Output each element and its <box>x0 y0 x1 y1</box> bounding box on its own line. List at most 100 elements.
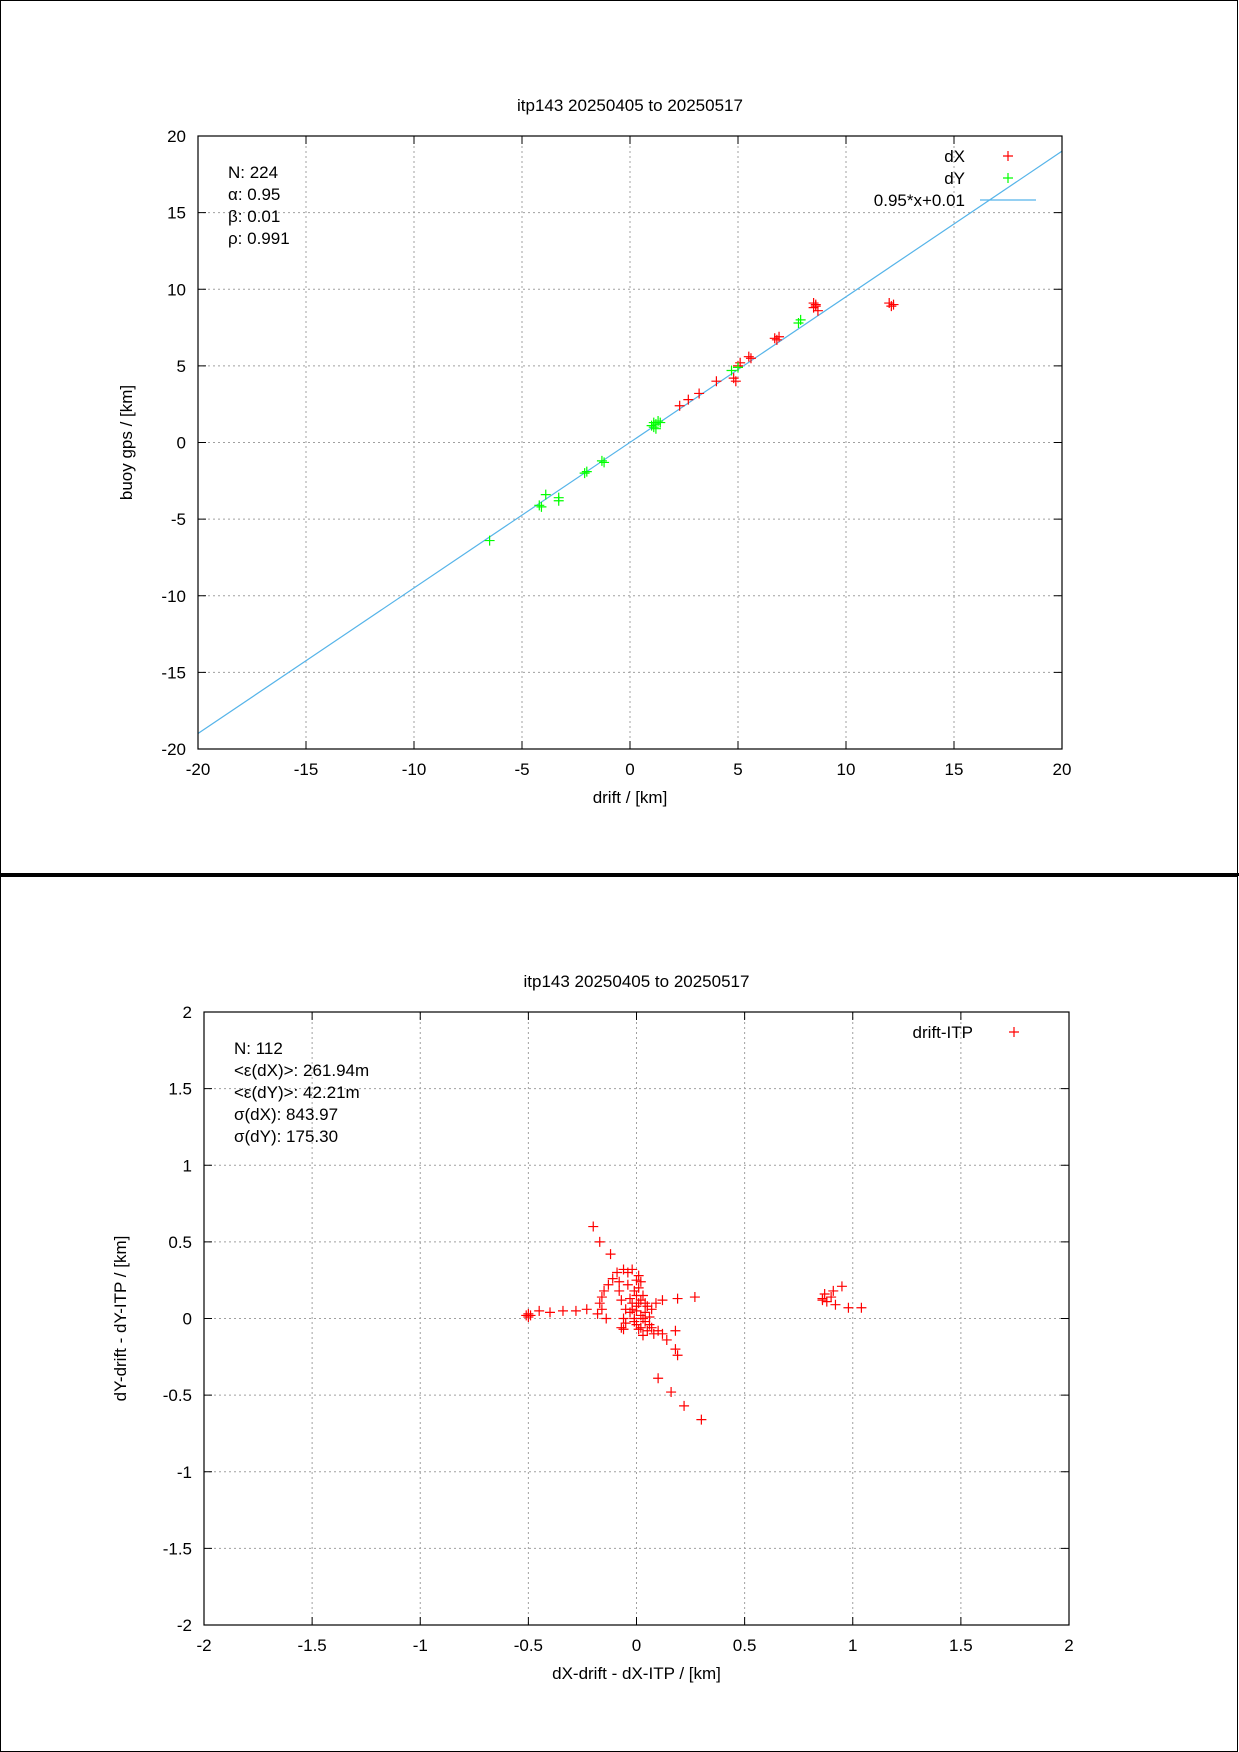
x-tick-label: 20 <box>1053 760 1072 779</box>
data-point-drift-itp <box>666 1387 677 1398</box>
data-point-drift-itp <box>672 1350 683 1361</box>
y-tick-label: 1 <box>183 1156 192 1175</box>
data-point-drift-itp <box>588 1221 599 1232</box>
legend-label: drift-ITP <box>913 1023 973 1042</box>
y-tick-label: 1.5 <box>168 1080 192 1099</box>
data-point-dx <box>769 333 780 344</box>
data-point-drift-itp <box>633 1324 644 1335</box>
data-point-drift-itp <box>830 1299 841 1310</box>
data-point-dx <box>711 376 722 387</box>
data-point-drift-itp <box>581 1304 592 1315</box>
data-point-drift-itp <box>603 1279 614 1290</box>
y-tick-label: -2 <box>177 1616 192 1635</box>
data-point-dx <box>888 299 899 310</box>
data-point-drift-itp <box>618 1313 629 1324</box>
data-point-dy <box>655 417 666 428</box>
stats-line: <ε(dX)>: 261.94m <box>234 1061 369 1080</box>
x-tick-label: -1.5 <box>297 1636 326 1655</box>
stats-line: N: 224 <box>228 163 278 182</box>
data-point-drift-itp <box>679 1400 690 1411</box>
data-point-drift-itp <box>627 1264 638 1275</box>
chart-panel-bottom: itp143 20250405 to 20250517 -2 -1.5 -1 -0.5 0… <box>0 876 1238 1752</box>
plot-frame <box>203 1011 1070 1626</box>
data-point-drift-itp <box>614 1285 625 1296</box>
y-tick-label: -1 <box>177 1463 192 1482</box>
data-point-dx <box>694 388 705 399</box>
data-point-dy <box>553 495 564 506</box>
x-axis-label: dX-drift - dX-ITP / [km] <box>552 1664 721 1683</box>
y-axis-label: dY-drift - dY-ITP / [km] <box>111 1236 130 1402</box>
x-tick-label: 2 <box>1064 1636 1073 1655</box>
data-point-drift-itp <box>657 1328 668 1339</box>
data-point-drift-itp <box>618 1324 629 1335</box>
data-point-drift-itp <box>620 1318 631 1329</box>
y-tick-label: 20 <box>167 127 186 146</box>
y-tick-label: 0.5 <box>168 1233 192 1252</box>
data-point-drift-itp <box>594 1236 605 1247</box>
chart-title: itp143 20250405 to 20250517 <box>517 96 743 115</box>
y-tick-label: -15 <box>161 663 186 682</box>
stats-line: β: 0.01 <box>228 207 280 226</box>
chart-title: itp143 20250405 to 20250517 <box>524 972 750 991</box>
data-point-drift-itp <box>545 1307 555 1318</box>
data-point-drift-itp <box>570 1305 581 1316</box>
data-point-drift-itp <box>646 1304 657 1315</box>
data-point-dx <box>674 400 685 411</box>
y-tick-label: -20 <box>161 740 186 759</box>
data-point-drift-itp <box>646 1322 657 1333</box>
data-point-drift-itp <box>826 1292 837 1303</box>
stats-line: α: 0.95 <box>228 185 280 204</box>
legend-label: dX <box>944 147 965 166</box>
data-point-dy <box>581 466 592 477</box>
data-point-drift-itp <box>557 1305 568 1316</box>
y-tick-label: -10 <box>161 587 186 606</box>
data-point-dy <box>540 489 551 500</box>
data-point-drift-itp <box>614 1276 625 1287</box>
data-point-drift-itp <box>828 1285 839 1296</box>
data-point-drift-itp <box>631 1319 642 1330</box>
data-point-drift-itp <box>644 1311 655 1322</box>
x-tick-label: 5 <box>733 760 742 779</box>
data-point-drift-itp <box>631 1290 642 1301</box>
stats-line: <ε(dY)>: 42.21m <box>234 1083 360 1102</box>
data-point-drift-itp <box>523 1311 534 1322</box>
x-axis-label: drift / [km] <box>593 788 668 807</box>
x-tick-label: -0.5 <box>514 1636 543 1655</box>
x-tick-label: 0 <box>632 1636 641 1655</box>
data-point-drift-itp <box>629 1285 640 1296</box>
plot-frame <box>197 135 1063 750</box>
data-point-drift-itp <box>629 1313 640 1324</box>
data-point-dy <box>733 362 743 373</box>
data-point-drift-itp <box>672 1293 683 1304</box>
x-tick-label: -2 <box>196 1636 211 1655</box>
data-point-dx <box>728 373 739 384</box>
legend-marker <box>1009 1027 1019 1037</box>
data-point-dy <box>653 416 664 427</box>
data-point-drift-itp <box>594 1298 605 1309</box>
x-tick-label: -1 <box>413 1636 428 1655</box>
data-point-drift-itp <box>640 1316 651 1327</box>
data-point-drift-itp <box>635 1276 646 1287</box>
x-tick-label: 0 <box>625 760 634 779</box>
data-point-dx <box>743 351 754 362</box>
y-tick-label: 2 <box>183 1003 192 1022</box>
data-point-dy <box>484 535 495 546</box>
data-point-drift-itp <box>640 1298 651 1309</box>
data-point-drift-itp <box>616 1322 627 1333</box>
scatter-chart-drift-vs-gps: itp143 20250405 to 20250517 -20 -15 -10 -5 0 5… <box>117 96 1072 807</box>
data-point-drift-itp <box>843 1302 854 1313</box>
legend-marker <box>1003 173 1013 183</box>
data-point-dx <box>735 357 746 368</box>
x-tick-label: 1.5 <box>949 1636 973 1655</box>
data-point-drift-itp <box>599 1285 610 1296</box>
data-point-drift-itp <box>670 1325 681 1336</box>
data-point-drift-itp <box>616 1295 627 1306</box>
data-point-dx <box>774 331 785 342</box>
data-point-drift-itp <box>601 1313 612 1324</box>
data-point-dx <box>810 301 821 312</box>
data-point-dx <box>683 394 694 405</box>
data-point-drift-itp <box>689 1292 700 1303</box>
data-point-dx <box>884 298 895 309</box>
data-point-drift-itp <box>525 1310 536 1321</box>
data-point-drift-itp <box>596 1292 607 1303</box>
